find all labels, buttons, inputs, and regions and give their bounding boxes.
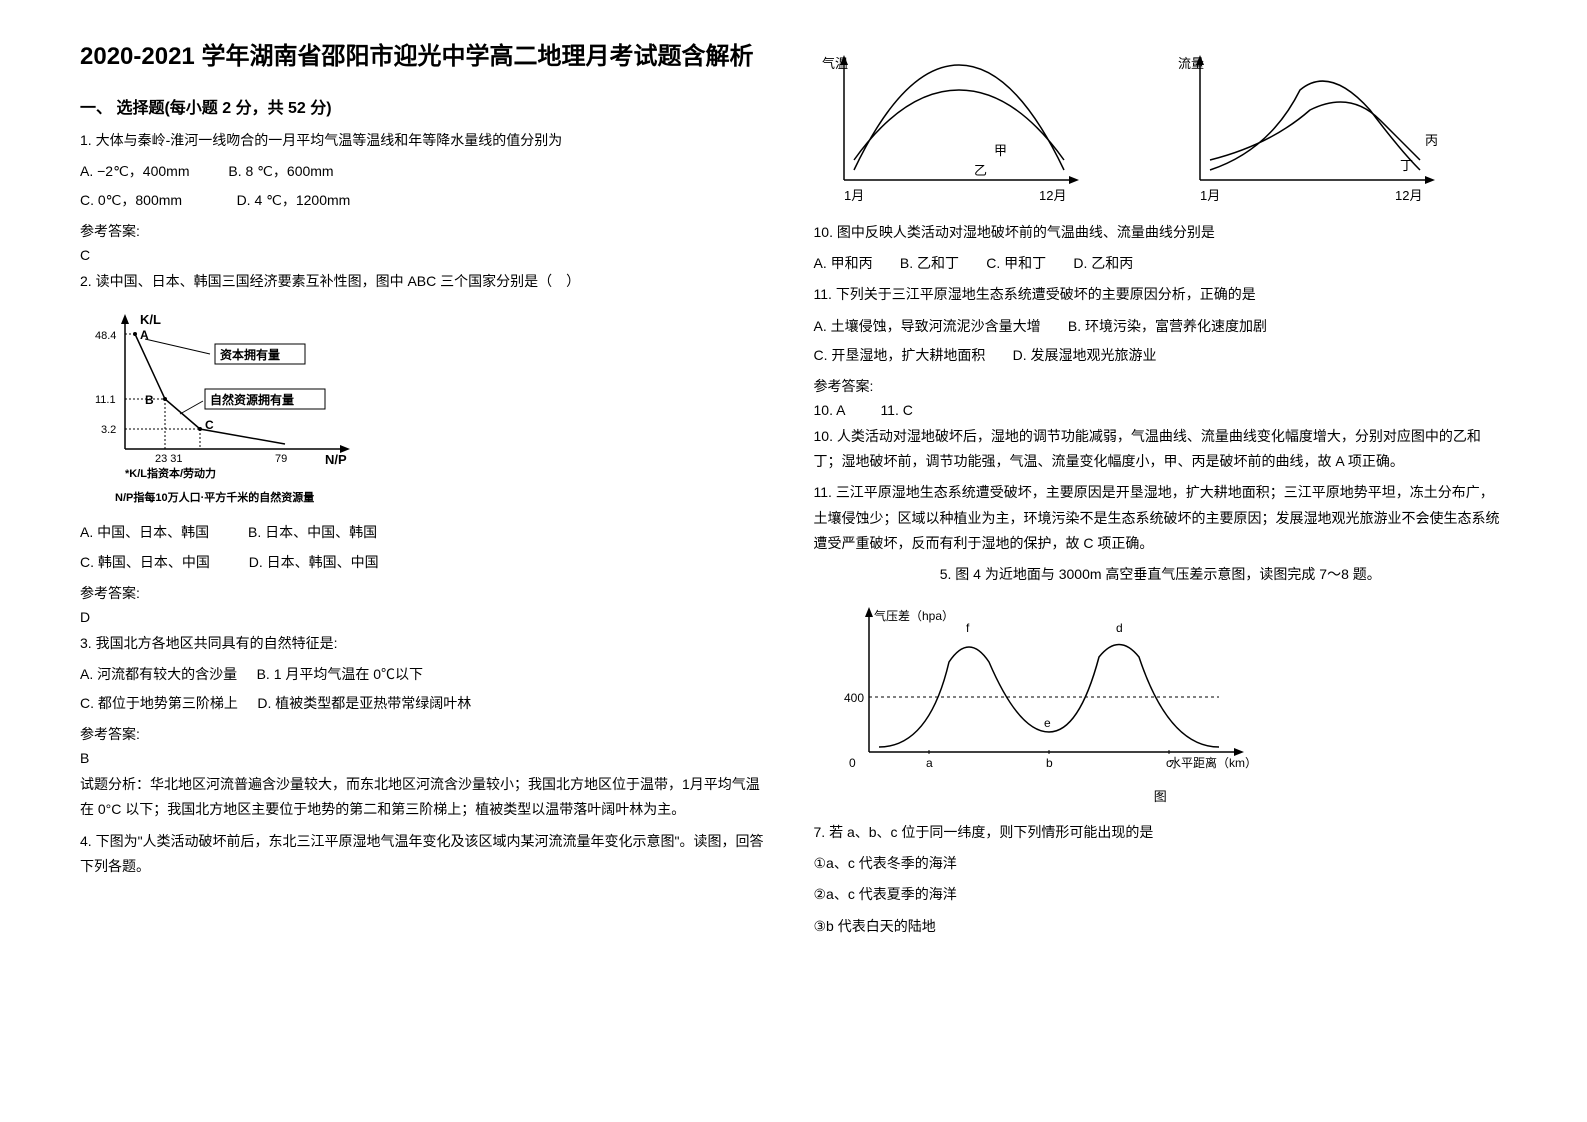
right-ylabel: 流量 — [1178, 56, 1204, 71]
q4-stem: 4. 下图为"人类活动破坏前后，东北三江平原湿地气温年变化及该区域内某河流流量年… — [80, 829, 774, 879]
right-column: 气温 甲 乙 1月 12月 流量 丙 丁 1月 12月 — [794, 40, 1528, 1082]
q2-labelC: C — [205, 418, 214, 432]
exp10: 10. 人类活动对湿地破坏后，湿地的调节功能减弱，气温曲线、流量曲线变化幅度增大… — [814, 424, 1508, 474]
ans11: 11. C — [880, 402, 912, 418]
q2-yt3: 3.2 — [101, 424, 116, 436]
q3-options-row1: A. 河流都有较大的含沙量 B. 1 月平均气温在 0℃以下 — [80, 662, 774, 687]
left-ylabel: 气温 — [822, 56, 848, 71]
q7-o1: ①a、c 代表冬季的海洋 — [814, 851, 1508, 876]
q11-stem: 11. 下列关于三江平原湿地生态系统遭受破坏的主要原因分析，正确的是 — [814, 282, 1508, 307]
q2-note1: *K/L指资本/劳动力 — [125, 466, 216, 480]
q10-stem: 10. 图中反映人类活动对湿地破坏前的气温曲线、流量曲线分别是 — [814, 220, 1508, 245]
q11-optD: D. 发展湿地观光旅游业 — [1013, 347, 1157, 363]
q10-optC: C. 甲和丁 — [986, 255, 1046, 271]
q1-optD: D. 4 ℃，1200mm — [237, 192, 351, 208]
q2-note2: N/P指每10万人口·平方千米的自然资源量 — [115, 489, 769, 505]
q5-xa: a — [926, 756, 933, 770]
q7-o3: ③b 代表白天的陆地 — [814, 914, 1508, 939]
q3-optA: A. 河流都有较大的含沙量 — [80, 666, 237, 682]
q3-optD: D. 植被类型都是亚热带常绿阔叶林 — [257, 695, 471, 711]
q3-stem: 3. 我国北方各地区共同具有的自然特征是: — [80, 631, 774, 656]
q1-stem: 1. 大体与秦岭-淮河一线吻合的一月平均气温等温线和年等降水量线的值分别为 — [80, 128, 774, 153]
q2-ylabel: K/L — [140, 312, 161, 327]
curve-bing: 丙 — [1425, 133, 1438, 148]
q5-xb: b — [1046, 756, 1053, 770]
q2-box1: 资本拥有量 — [220, 347, 280, 362]
q5-pe: e — [1044, 716, 1051, 730]
q2-optC: C. 韩国、日本、中国 — [80, 554, 210, 570]
q1-answer: C — [80, 247, 774, 263]
q2-chart-svg: K/L N/P A B C 48.4 11.1 3.2 23 31 79 — [85, 309, 365, 489]
section-heading: 一、 选择题(每小题 2 分，共 52 分) — [80, 94, 774, 118]
q5-caption: 图 — [819, 786, 1503, 805]
q2-yt2: 11.1 — [95, 394, 116, 406]
q1-answer-label: 参考答案: — [80, 221, 774, 241]
q2-answer-label: 参考答案: — [80, 583, 774, 603]
q2-options-row1: A. 中国、日本、韩国 B. 日本、中国、韩国 — [80, 520, 774, 545]
q7-stem: 7. 若 a、b、c 位于同一纬度，则下列情形可能出现的是 — [814, 820, 1508, 845]
flow-x2: 12月 — [1395, 188, 1422, 203]
main-title: 2020-2021 学年湖南省邵阳市迎光中学高二地理月考试题含解析 — [80, 40, 774, 74]
q5-xlabel: 水平距离（km） — [1169, 755, 1257, 770]
q5-xc: c — [1166, 756, 1172, 770]
q11-optB: B. 环境污染，富营养化速度加剧 — [1068, 318, 1267, 334]
q5-ytick: 400 — [844, 691, 864, 705]
ans10: 10. A — [814, 402, 846, 418]
q3-answer-label: 参考答案: — [80, 724, 774, 744]
q3-explanation: 试题分析：华北地区河流普遍含沙量较大，而东北地区河流含沙量较小；我国北方地区位于… — [80, 772, 774, 822]
q5-diagram: 气压差（hpa） 水平距离（km） 400 f e d a b c 0 图 — [814, 597, 1508, 810]
q11-options-row2: C. 开垦湿地，扩大耕地面积 D. 发展湿地观光旅游业 — [814, 343, 1508, 368]
q2-optA: A. 中国、日本、韩国 — [80, 524, 209, 540]
q5-pf: f — [966, 621, 970, 635]
q2-xlabel: N/P — [325, 452, 347, 467]
q2-stem: 2. 读中国、日本、韩国三国经济要素互补性图，图中 ABC 三个国家分别是（ ） — [80, 269, 774, 294]
temp-x2: 12月 — [1039, 188, 1066, 203]
q2-diagram: K/L N/P A B C 48.4 11.1 3.2 23 31 79 — [80, 304, 774, 510]
q1-optC: C. 0℃，800mm — [80, 192, 182, 208]
q1-optB: B. 8 ℃，600mm — [228, 163, 333, 179]
q11-options-row1: A. 土壤侵蚀，导致河流泥沙含量大增 B. 环境污染，富营养化速度加剧 — [814, 314, 1508, 339]
q2-xt2: 79 — [275, 453, 287, 465]
q4-chart-pair: 气温 甲 乙 1月 12月 流量 丙 丁 1月 12月 — [814, 50, 1508, 210]
q2-yt1: 48.4 — [95, 330, 116, 342]
q3-answer: B — [80, 750, 774, 766]
curve-ding: 丁 — [1400, 158, 1413, 173]
q5-stem: 5. 图 4 为近地面与 3000m 高空垂直气压差示意图，读图完成 7～8 题… — [814, 562, 1508, 587]
temp-x1: 1月 — [844, 188, 864, 203]
temp-chart: 气温 甲 乙 1月 12月 — [814, 50, 1151, 210]
q10-options: A. 甲和丙 B. 乙和丁 C. 甲和丁 D. 乙和丙 — [814, 251, 1508, 276]
q2-options-row2: C. 韩国、日本、中国 D. 日本、韩国、中国 — [80, 550, 774, 575]
q2-xt1: 23 31 — [155, 453, 183, 465]
q11-optA: A. 土壤侵蚀，导致河流泥沙含量大增 — [814, 318, 1041, 334]
q11-optC: C. 开垦湿地，扩大耕地面积 — [814, 347, 986, 363]
q5-ylabel: 气压差（hpa） — [874, 608, 954, 623]
q3-optB: B. 1 月平均气温在 0℃以下 — [257, 666, 423, 682]
q10-optB: B. 乙和丁 — [900, 255, 959, 271]
q11-answer-label: 参考答案: — [814, 376, 1508, 396]
exp11: 11. 三江平原湿地生态系统遭受破坏，主要原因是开垦湿地，扩大耕地面积；三江平原… — [814, 480, 1508, 556]
q3-optC: C. 都位于地势第三阶梯上 — [80, 695, 238, 711]
q5-pd: d — [1116, 621, 1123, 635]
q2-labelB: B — [145, 393, 154, 407]
q1-options-row2: C. 0℃，800mm D. 4 ℃，1200mm — [80, 188, 774, 213]
q7-o2: ②a、c 代表夏季的海洋 — [814, 882, 1508, 907]
q1-optA: A. −2℃，400mm — [80, 163, 189, 179]
q10-optA: A. 甲和丙 — [814, 255, 873, 271]
q2-box2: 自然资源拥有量 — [210, 392, 294, 407]
q3-options-row2: C. 都位于地势第三阶梯上 D. 植被类型都是亚热带常绿阔叶林 — [80, 691, 774, 716]
q1-options-row1: A. −2℃，400mm B. 8 ℃，600mm — [80, 159, 774, 184]
flow-x1: 1月 — [1200, 188, 1220, 203]
q10-q11-answers: 10. A 11. C — [814, 402, 1508, 418]
svg-text:0: 0 — [849, 756, 856, 770]
q2-optD: D. 日本、韩国、中国 — [249, 554, 379, 570]
curve-yi: 乙 — [974, 163, 987, 178]
q2-optB: B. 日本、中国、韩国 — [248, 524, 377, 540]
flow-chart: 流量 丙 丁 1月 12月 — [1170, 50, 1507, 210]
left-column: 2020-2021 学年湖南省邵阳市迎光中学高二地理月考试题含解析 一、 选择题… — [60, 40, 794, 1082]
curve-jia: 甲 — [994, 143, 1007, 158]
q10-optD: D. 乙和丙 — [1073, 255, 1133, 271]
q2-answer: D — [80, 609, 774, 625]
